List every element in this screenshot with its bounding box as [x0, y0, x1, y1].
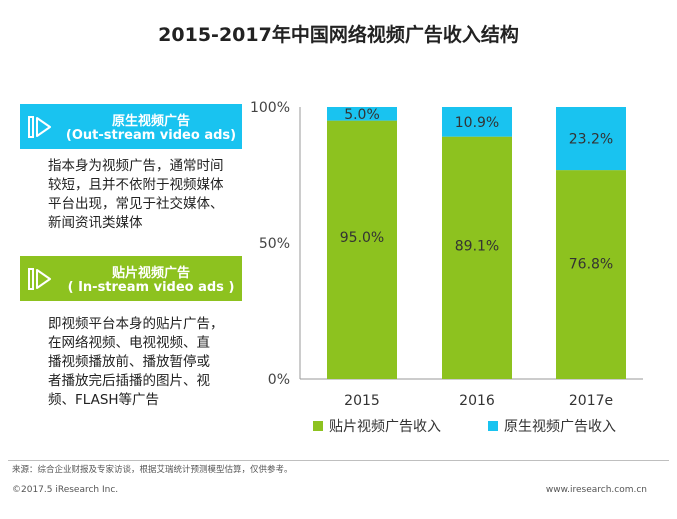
y-tick-label: 100%: [250, 100, 290, 116]
x-tick-label: 2015: [344, 393, 380, 409]
legend-swatch: [313, 421, 323, 431]
source-note: 来源：综合企业财报及专家访谈，根据艾瑞统计预测模型估算，仅供参考。: [12, 465, 293, 475]
outstream-title-en: (Out-stream video ads): [65, 128, 237, 143]
stacked-bar-chart: 0% 50% 100% 95.0% 5.0% 2015 89.1% 10.9% 2016 76.8…: [250, 100, 643, 435]
x-tick-label: 2016: [459, 393, 495, 409]
bar-outstream: [442, 107, 512, 137]
instream-title-en: ( In-stream video ads ): [67, 280, 235, 295]
data-label: 23.2%: [569, 132, 613, 148]
instream-description: 即视频平台本身的贴片广告， 在网络视频、电视视频、直 播视频播放前、播放暂停或 …: [48, 316, 224, 408]
bar-instream: [556, 170, 626, 379]
bar-instream: [442, 136, 512, 379]
data-label: 10.9%: [455, 115, 499, 131]
data-label: 95.0%: [340, 230, 384, 246]
bar-outstream: [556, 107, 626, 171]
footer-divider: [8, 460, 669, 461]
data-label: 89.1%: [455, 239, 499, 255]
website: www.iresearch.com.cn: [545, 485, 647, 495]
legend-label: 贴片视频广告收入: [329, 419, 441, 435]
bar-outstream: [327, 107, 397, 121]
instream-header: 贴片视频广告 ( In-stream video ads ): [20, 256, 242, 301]
bar-instream: [327, 120, 397, 379]
instream-title-cn: 贴片视频广告: [111, 266, 190, 281]
y-tick-label: 0%: [268, 372, 290, 388]
chart-title: 2015-2017年中国网络视频广告收入结构: [158, 24, 519, 46]
outstream-title-cn: 原生视频广告: [111, 114, 190, 129]
legend-swatch: [488, 421, 498, 431]
legend-label: 原生视频广告收入: [504, 419, 616, 435]
outstream-header: 原生视频广告 (Out-stream video ads): [20, 104, 242, 149]
play-icon: [28, 116, 51, 138]
copyright: ©2017.5 iResearch Inc.: [12, 485, 119, 495]
y-tick-label: 50%: [259, 236, 290, 252]
outstream-description: 指本身为视频广告，通常时间 较短，且并不依附于视频媒体 平台出现，常见于社交媒体…: [48, 158, 224, 231]
x-tick-label: 2017e: [569, 393, 613, 409]
data-label: 76.8%: [569, 256, 613, 272]
data-label: 5.0%: [344, 107, 380, 123]
play-icon: [28, 268, 51, 290]
